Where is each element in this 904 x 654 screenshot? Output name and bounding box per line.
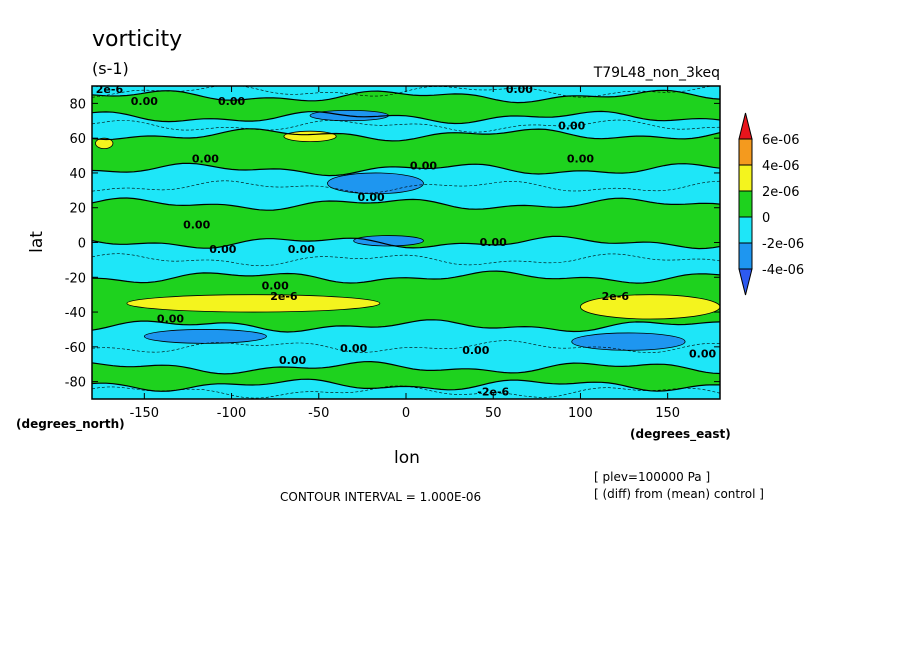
level-info: [ plev=100000 Pa ] [594, 470, 710, 484]
colorbar-label: -4e-06 [762, 263, 804, 278]
x-axis-label: lon [394, 448, 420, 468]
x-axis-units: (degrees_east) [630, 427, 731, 442]
zonal-band [92, 111, 720, 141]
y-tick-label: -60 [65, 341, 86, 356]
chart-units: (s-1) [92, 59, 129, 78]
contour-label: 0.00 [209, 243, 236, 256]
y-axis-ticks: 80 60 40 20 0 -20 -40 -60 -80 [65, 97, 720, 391]
contour-label: 0.00 [689, 347, 716, 360]
contour-label: 0.00 [567, 153, 594, 166]
diff-info: [ (diff) from (mean) control ] [594, 487, 764, 501]
contour-label: 0.00 [558, 119, 585, 132]
anomaly-patch [95, 137, 114, 150]
x-tick-label: 50 [485, 406, 502, 421]
y-tick-label: -80 [65, 376, 86, 391]
contour-label: 0.00 [480, 236, 507, 249]
zero-contour-line [92, 89, 720, 104]
negative-contour-line [92, 340, 720, 354]
x-tick-label: -50 [308, 406, 329, 421]
zero-contour-line [92, 128, 720, 142]
contour-label: 2e-6 [96, 83, 124, 96]
zonal-band [92, 271, 720, 332]
contour-label: 0.00 [131, 95, 158, 108]
contour-label: 0.00 [462, 344, 489, 357]
anomaly-patch [283, 130, 337, 143]
colorbar-swatch [738, 164, 753, 192]
colorbar-upper-arrow [738, 112, 753, 140]
plot-area: 2e-60.00 0.000.000.000.000.000.000.000.00… [92, 83, 720, 399]
experiment-label: T79L48_non_3keq [593, 65, 720, 81]
y-tick-label: -40 [65, 306, 86, 321]
negative-contour-line [92, 385, 720, 399]
anomaly-patches [95, 109, 720, 351]
contour-label: 2e-6 [602, 290, 630, 303]
zonal-band [92, 128, 720, 176]
colorbar-swatch [738, 190, 753, 218]
zonal-band [92, 90, 720, 124]
negative-contour-line [92, 119, 720, 133]
negative-contour-line [92, 253, 720, 267]
contour-label: 0.00 [262, 279, 289, 292]
x-tick-label: 150 [655, 406, 680, 421]
anomaly-patch [580, 294, 720, 320]
chart-title: vorticity [92, 27, 182, 52]
contour-label: 0.00 [358, 191, 385, 204]
zero-contour-line [92, 110, 720, 125]
x-tick-label: 100 [568, 406, 593, 421]
negative-contour-line [92, 180, 720, 194]
contour-label: 0.00 [192, 153, 219, 166]
y-tick-label: 40 [69, 167, 86, 182]
contour-label: 0.00 [288, 243, 315, 256]
anomaly-patch [327, 172, 424, 195]
contour-label: 0.00 [279, 354, 306, 367]
colorbar: 6e-06 4e-06 2e-06 0 -2e-06 -4e-06 [738, 112, 804, 296]
contour-label: 0.00 [218, 95, 245, 108]
colorbar-swatch [738, 216, 753, 244]
colorbar-label: 6e-06 [762, 133, 800, 148]
y-axis-label: lat [27, 231, 47, 253]
y-tick-label: 20 [69, 202, 86, 217]
contour-label: 0.00 [183, 219, 210, 232]
zonal-band [92, 236, 720, 284]
contour-label: 0.00 [157, 312, 184, 325]
contour-interval: CONTOUR INTERVAL = 1.000E-06 [280, 490, 481, 504]
colorbar-swatch [738, 138, 753, 166]
x-tick-label: -100 [217, 406, 247, 421]
y-tick-label: -20 [65, 271, 86, 286]
colorbar-label: -2e-06 [762, 237, 804, 252]
contour-labels: 2e-60.00 0.000.000.000.000.000.000.000.00… [96, 83, 717, 399]
y-tick-label: 0 [78, 237, 86, 252]
anomaly-patch [353, 235, 424, 247]
anomaly-patch [126, 294, 381, 313]
zero-contour-line [92, 270, 720, 284]
contour-label: 2e-6 [270, 290, 298, 303]
contour-label: 0.00 [410, 159, 437, 172]
zero-contour-line [92, 197, 720, 211]
x-tick-label: 0 [402, 406, 410, 421]
x-axis-ticks: -150 -100 -50 0 50 100 150 [130, 86, 680, 421]
x-tick-label: -150 [130, 406, 160, 421]
contour-label: -2e-6 [477, 386, 509, 399]
zero-contour-line [92, 235, 720, 250]
contour-label: 0.00 [506, 83, 533, 96]
colorbar-label: 4e-06 [762, 159, 800, 174]
colorbar-label: 2e-06 [762, 185, 800, 200]
anomaly-patch [571, 332, 686, 351]
colorbar-label: 0 [762, 211, 770, 226]
colorbar-lower-arrow [738, 268, 753, 296]
zero-contour-line [92, 162, 720, 177]
y-axis-units: (degrees_north) [16, 417, 125, 432]
y-tick-label: 60 [69, 132, 86, 147]
contour-label: 0.00 [340, 342, 367, 355]
zero-contour-line [92, 319, 720, 333]
zero-contour-line [92, 360, 720, 375]
colorbar-swatch [738, 242, 753, 270]
y-tick-label: 80 [69, 97, 86, 112]
anomaly-patch [143, 329, 267, 344]
